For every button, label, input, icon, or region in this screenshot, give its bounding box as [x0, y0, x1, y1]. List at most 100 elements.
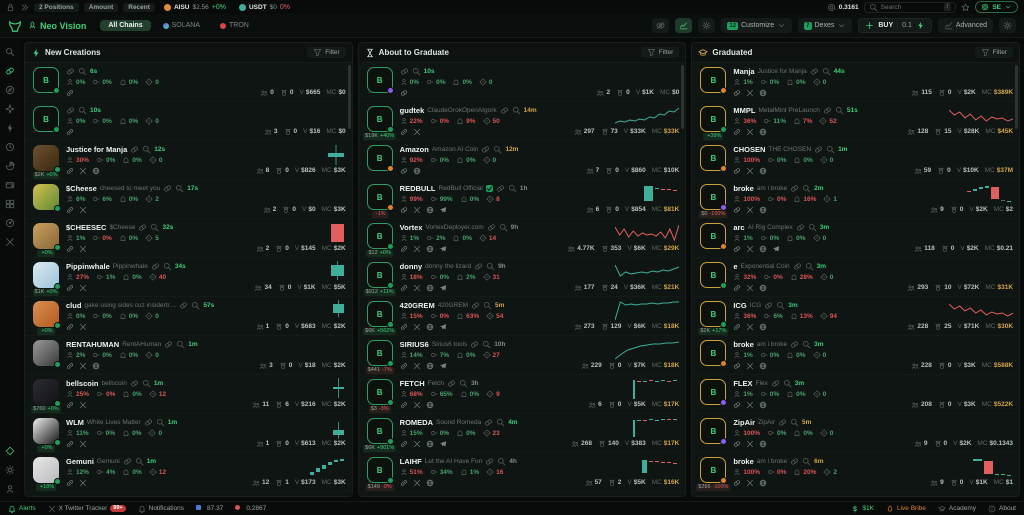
- search-token-icon[interactable]: [499, 223, 508, 232]
- globe-icon[interactable]: [759, 362, 767, 370]
- globe-icon[interactable]: [92, 167, 100, 175]
- search-token-icon[interactable]: [191, 301, 200, 310]
- link-icon[interactable]: [66, 479, 74, 487]
- pump-pill-icon[interactable]: [481, 145, 490, 154]
- token-avatar[interactable]: B: [700, 223, 728, 250]
- settings-button[interactable]: [698, 18, 716, 33]
- x-icon[interactable]: [79, 362, 87, 370]
- token-card[interactable]: B broke am i broke 3m 1% 0% 0% 0 228 0 V $3K MC $5…: [692, 336, 1020, 375]
- pump-pill-icon[interactable]: [130, 145, 139, 154]
- advanced-button[interactable]: Advanced: [937, 18, 993, 33]
- token-card[interactable]: B $3 -3% FETCH Fetch 3h 68% 65% 0% 9 6 0 V $5K MC $…: [358, 375, 686, 414]
- globe-icon[interactable]: [426, 206, 434, 214]
- x-icon[interactable]: [746, 245, 754, 253]
- link-icon[interactable]: [66, 401, 74, 409]
- token-avatar[interactable]: [33, 145, 61, 173]
- token-avatar[interactable]: B: [700, 418, 728, 445]
- sidebar-item-settings[interactable]: [3, 464, 17, 476]
- pump-pill-icon[interactable]: [471, 301, 480, 310]
- search-token-icon[interactable]: [496, 418, 505, 427]
- x-icon[interactable]: [746, 362, 754, 370]
- token-card[interactable]: B 0%0%0%0: [25, 492, 352, 496]
- tab-solana[interactable]: SOLANA: [155, 20, 208, 31]
- search-token-icon[interactable]: [142, 379, 151, 388]
- token-symbol[interactable]: WLM: [66, 418, 84, 428]
- pump-pill-icon[interactable]: [487, 223, 496, 232]
- x-icon[interactable]: [413, 362, 421, 370]
- pump-pill-icon[interactable]: [470, 340, 479, 349]
- x-icon[interactable]: [746, 440, 754, 448]
- globe-icon[interactable]: [426, 362, 434, 370]
- dexes-dropdown[interactable]: 7 Dexes: [798, 18, 853, 33]
- positions-chip[interactable]: 2 Positions: [34, 2, 79, 12]
- token-card[interactable]: +0% $CHEESEC $Cheese 32s 1% 0% 0% 5 2 0 V $145 MC…: [25, 219, 352, 258]
- x-icon[interactable]: [413, 128, 421, 136]
- search-token-icon[interactable]: [142, 145, 151, 154]
- x-icon[interactable]: [79, 284, 87, 292]
- tg-icon[interactable]: [439, 284, 447, 292]
- search-token-icon[interactable]: [483, 301, 492, 310]
- token-avatar[interactable]: B: [366, 184, 394, 211]
- sidebar-item-multi-chart[interactable]: [3, 198, 17, 210]
- pill-icon[interactable]: [400, 167, 408, 175]
- search-token-icon[interactable]: [790, 418, 799, 427]
- token-symbol[interactable]: donny: [399, 262, 423, 272]
- token-symbol[interactable]: bellscoin: [66, 379, 99, 389]
- token-card[interactable]: +18% Gemuni Gemuni 1m 12% 4% 0% 12 12 1 V $173 MC…: [25, 453, 352, 492]
- x-icon[interactable]: [413, 479, 421, 487]
- token-card[interactable]: B $441 -7% SIRIUS6 Sirius6 tools 10h 14% 7% 0…: [358, 336, 686, 375]
- token-avatar[interactable]: [33, 457, 61, 485]
- pill-icon[interactable]: [733, 440, 741, 448]
- token-card[interactable]: B $6K +562% 420GREM 420GREM 5m 15% 0% 63% 54 2…: [358, 297, 686, 336]
- token-card[interactable]: B -1% REDBULL RedBull Official 1h 99% 99% 0%…: [358, 180, 686, 219]
- pump-pill-icon[interactable]: [474, 262, 483, 271]
- x-icon[interactable]: [413, 206, 421, 214]
- pill-icon[interactable]: [733, 206, 741, 214]
- x-icon[interactable]: [746, 206, 754, 214]
- search-token-icon[interactable]: [459, 379, 468, 388]
- link-icon[interactable]: [400, 401, 408, 409]
- tg-icon[interactable]: [439, 323, 447, 331]
- token-card[interactable]: B 10s 0% 0% 0% 0 2 0 V $1K MC $0: [358, 63, 686, 102]
- token-card[interactable]: B $2K +17% ICG ICG 3m 36% 6% 13% 94 228 25 V $71K…: [692, 297, 1020, 336]
- bull-logo-icon[interactable]: [8, 19, 22, 33]
- token-avatar[interactable]: B: [366, 145, 394, 172]
- token-avatar[interactable]: B: [366, 379, 394, 406]
- pill-icon[interactable]: [733, 401, 741, 409]
- link-icon[interactable]: [400, 440, 408, 448]
- globe-icon[interactable]: [759, 89, 767, 97]
- bottombar-item-live-bribe[interactable]: Live Bribe: [886, 504, 926, 513]
- column-scrollbar[interactable]: [681, 65, 685, 129]
- search-token-icon[interactable]: [412, 67, 421, 76]
- search-token-icon[interactable]: [482, 340, 491, 349]
- token-symbol[interactable]: Vortex: [399, 223, 423, 233]
- token-symbol[interactable]: ROMEDA: [399, 418, 434, 428]
- token-card[interactable]: B $0 -100% broke am i broke 2m 100% 0% 16% 1 9…: [692, 180, 1020, 219]
- x-icon[interactable]: [746, 284, 754, 292]
- pill-icon[interactable]: [733, 479, 741, 487]
- pump-pill-icon[interactable]: [179, 301, 188, 310]
- filter-button[interactable]: Filter: [640, 47, 680, 58]
- column-scrollbar[interactable]: [347, 65, 351, 129]
- pump-pill-icon[interactable]: [771, 379, 780, 388]
- link-icon[interactable]: [66, 89, 74, 97]
- position-token-usdt[interactable]: USDT $0 0%: [235, 3, 294, 12]
- token-avatar[interactable]: B: [700, 145, 728, 172]
- bottombar-item--1k[interactable]: $1K: [851, 505, 874, 513]
- token-avatar[interactable]: B: [700, 67, 728, 94]
- pump-pill-icon[interactable]: [123, 457, 132, 466]
- wallet-menu[interactable]: SE: [975, 1, 1018, 13]
- globe-icon[interactable]: [759, 206, 767, 214]
- token-symbol[interactable]: e: [733, 262, 738, 272]
- token-avatar[interactable]: [33, 379, 61, 407]
- token-avatar[interactable]: B: [366, 340, 394, 367]
- filter-button[interactable]: Filter: [974, 47, 1014, 58]
- pump-pill-icon[interactable]: [66, 106, 75, 115]
- x-icon[interactable]: [79, 245, 87, 253]
- token-avatar[interactable]: B: [366, 301, 394, 328]
- position-token-aisu[interactable]: AISU $2.56 +0%: [160, 3, 230, 12]
- search-token-icon[interactable]: [808, 223, 817, 232]
- search-box[interactable]: /: [863, 1, 957, 13]
- sidebar-item-twitter[interactable]: [3, 236, 17, 248]
- tg-icon[interactable]: [439, 362, 447, 370]
